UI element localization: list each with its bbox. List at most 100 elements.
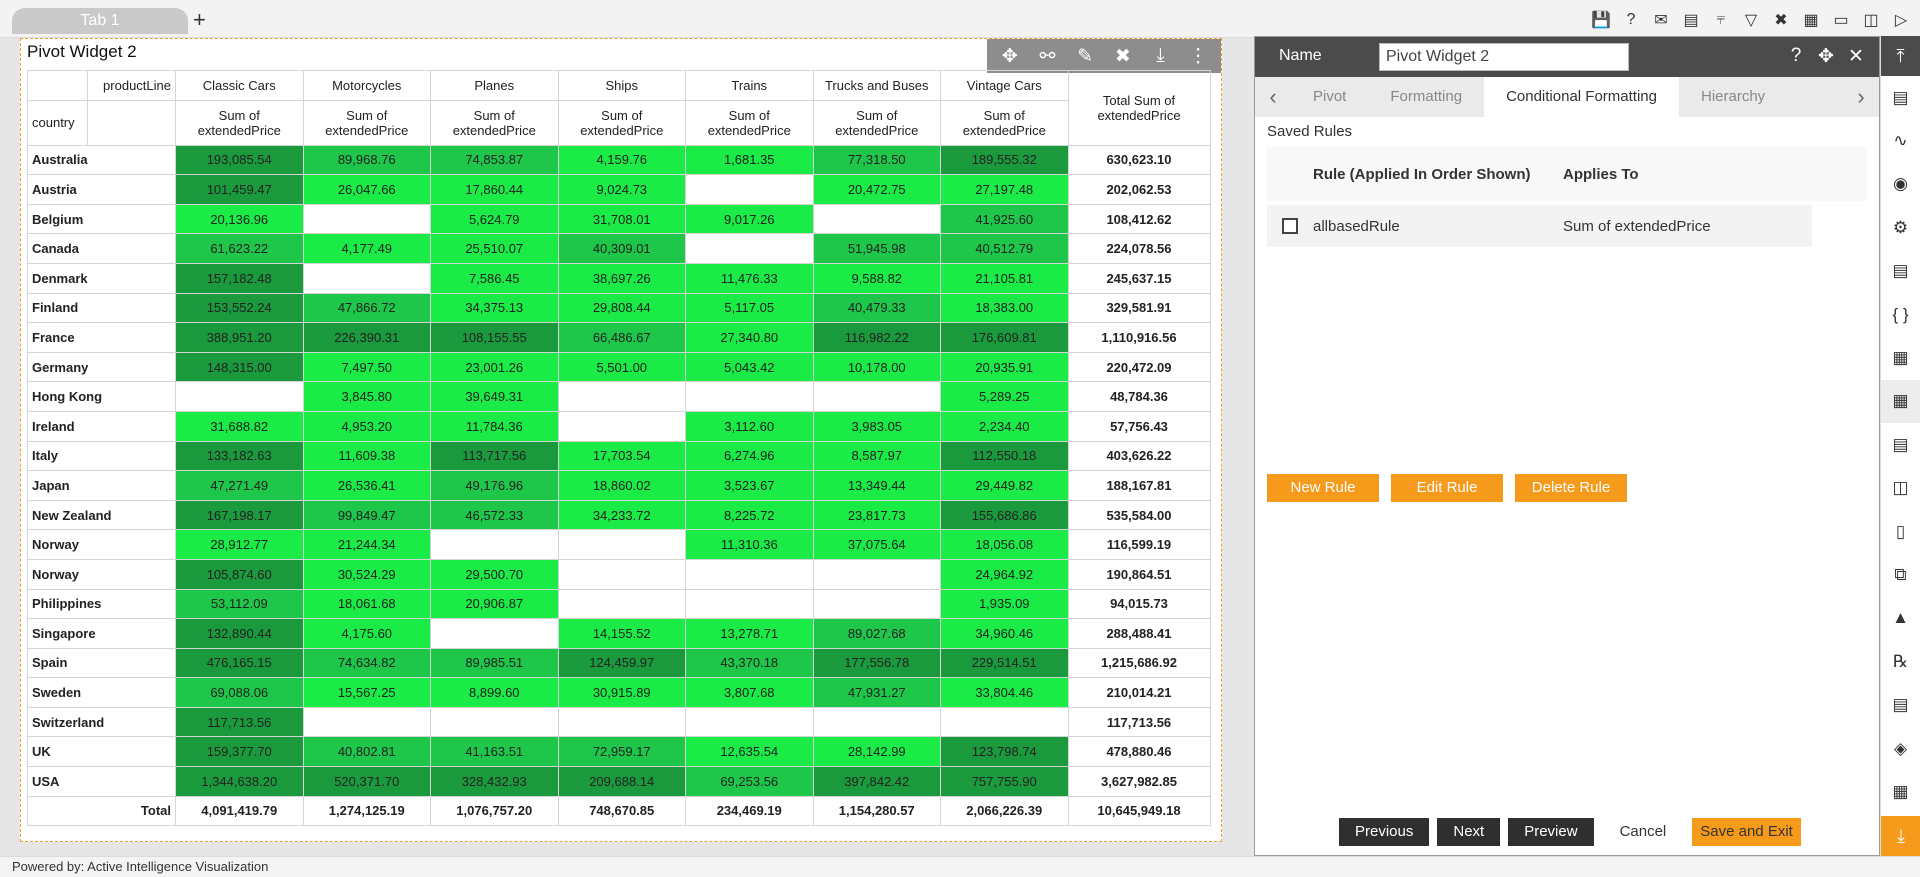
table-cell: 41,925.60 (940, 203, 1069, 235)
tab-hierarchy[interactable]: Hierarchy (1700, 88, 1766, 105)
link-icon[interactable]: ⚯ (1039, 45, 1056, 67)
download-icon[interactable]: ⤓ (1156, 45, 1165, 66)
cancel-button[interactable]: Cancel (1601, 818, 1685, 846)
row-total-cell: 94,015.73 (1067, 588, 1211, 620)
table-cell (812, 588, 941, 620)
add-tab-button[interactable]: + (193, 7, 206, 32)
table-cell: 11,609.38 (302, 440, 431, 472)
list-icon[interactable]: ▤ (1892, 87, 1909, 107)
table-cell: 176,609.81 (940, 322, 1069, 353)
row-header: Finland (27, 292, 176, 324)
row-header: Sweden (27, 677, 176, 708)
pivot-widget[interactable]: Pivot Widget 2 ✥ ⚯ ✎ ✖ ⤓ ⋮ productLine C… (20, 38, 1222, 842)
table-row: Norway 105,874.60 30,524.29 29,500.70 24,964… (27, 558, 1211, 590)
row-total-cell: 210,014.21 (1067, 677, 1211, 708)
screen-icon[interactable]: ▭ (1833, 12, 1849, 29)
measure-header: Sum of extendedPrice (302, 99, 431, 146)
rule-checkbox[interactable] (1282, 218, 1298, 234)
table-cell: 18,860.02 (557, 470, 686, 501)
edit-icon[interactable]: ✎ (1077, 45, 1094, 67)
applies-column-header: Applies To (1563, 165, 1639, 183)
row-header: Australia (27, 144, 176, 176)
report-icon[interactable]: ▤ (1892, 695, 1909, 715)
tab-1[interactable]: Tab 1 (12, 8, 188, 34)
edit-rule-button[interactable]: Edit Rule (1391, 474, 1503, 502)
save-and-exit-button[interactable]: Save and Exit (1692, 818, 1801, 846)
more-icon[interactable]: ⋮ (1188, 45, 1208, 67)
move-icon[interactable]: ✥ (1818, 46, 1834, 67)
clear-filter-icon[interactable]: ⫧ (1716, 11, 1726, 28)
column-field-label: productLine (87, 70, 176, 101)
tab-pivot[interactable]: Pivot (1313, 88, 1347, 105)
table-cell: 99,849.47 (302, 499, 431, 531)
column-header: Motorcycles (302, 70, 431, 101)
grand-total-cell: 2,066,226.39 (940, 795, 1069, 827)
table-cell: 26,536.41 (302, 470, 431, 501)
help-icon[interactable]: ? (1790, 45, 1802, 66)
doc-settings-icon[interactable]: ⚙ (1892, 217, 1909, 237)
collapse-down-icon[interactable]: ⤓ (1881, 816, 1920, 856)
layers-icon[interactable]: ◈ (1893, 738, 1908, 758)
play-icon[interactable]: ▷ (1894, 12, 1908, 29)
table-cell: 476,165.15 (175, 647, 304, 679)
pivot-icon[interactable]: ▦ (1881, 379, 1920, 424)
table-cell: 13,278.71 (685, 618, 814, 649)
grid-icon[interactable]: ▦ (1892, 781, 1909, 801)
close-icon[interactable]: ✕ (1848, 46, 1864, 67)
table-row: Australia 193,085.54 89,968.76 74,853.87 4,1… (27, 144, 1211, 176)
dashboard-canvas: Pivot Widget 2 ✥ ⚯ ✎ ✖ ⤓ ⋮ productLine C… (0, 38, 1256, 852)
table-cell: 5,289.25 (940, 381, 1069, 412)
settings-icon[interactable]: ✖ (1114, 45, 1131, 67)
tools-icon[interactable]: ✖ (1774, 12, 1788, 29)
table-cell: 33,804.46 (940, 677, 1069, 708)
tab-formatting[interactable]: Formatting (1390, 88, 1463, 105)
map-icon[interactable]: ◉ (1893, 174, 1908, 194)
name-input[interactable] (1379, 43, 1629, 71)
right-sidebar: ⤒ ▤ ∿ ◉ ⚙ ▤ { } ▦ ▦ ▤ ◫ ▯ ⧉ ▲ ℞ ▤ ◈ ▦ ⤓ (1880, 36, 1920, 856)
previous-button[interactable]: Previous (1339, 818, 1430, 846)
save-icon[interactable]: 💾 (1591, 12, 1611, 29)
delete-rule-button[interactable]: Delete Rule (1515, 474, 1627, 502)
rx-icon[interactable]: ℞ (1892, 651, 1909, 671)
copy-icon[interactable]: ⧉ (1894, 564, 1907, 584)
rule-name: allbasedRule (1313, 217, 1400, 235)
table-cell: 28,912.77 (175, 529, 304, 560)
table-cell: 23,817.73 (812, 499, 941, 531)
tabs-next-icon[interactable]: › (1857, 84, 1865, 109)
collapse-up-icon[interactable]: ⤒ (1881, 36, 1920, 76)
tabs-prev-icon[interactable]: ‹ (1269, 84, 1277, 109)
help-icon[interactable]: ? (1626, 11, 1636, 28)
total-header: Total Sum of extendedPrice (1067, 70, 1211, 146)
rule-row[interactable]: allbasedRule Sum of extendedPrice (1267, 205, 1812, 247)
cubes-icon[interactable]: ▲ (1892, 608, 1909, 628)
table-cell: 757,755.90 (940, 766, 1069, 797)
devices-icon[interactable]: ◫ (1863, 12, 1879, 29)
mail-icon[interactable]: ✉ (1654, 12, 1668, 29)
move-icon[interactable]: ✥ (1001, 45, 1018, 67)
next-button[interactable]: Next (1437, 818, 1501, 846)
table-icon[interactable]: ▦ (1803, 12, 1819, 29)
table-cell: 5,624.79 (430, 203, 559, 235)
image-icon[interactable]: ▦ (1892, 348, 1909, 368)
calculator-icon[interactable]: ▤ (1892, 434, 1909, 454)
bar-chart-icon[interactable]: ▯ (1895, 521, 1906, 541)
pivot-body: Australia 193,085.54 89,968.76 74,853.87 4,1… (27, 144, 1211, 827)
preview-button[interactable]: Preview (1508, 818, 1594, 846)
table-cell (557, 558, 686, 590)
table-cell: 26,047.66 (302, 174, 431, 205)
status-bar: Powered by: Active Intelligence Visualiz… (0, 856, 1920, 877)
new-rule-button[interactable]: New Rule (1267, 474, 1379, 502)
table-cell: 11,476.33 (685, 262, 814, 294)
table-cell: 157,182.48 (175, 262, 304, 294)
table-cell: 43,370.18 (685, 647, 814, 679)
chart-icon[interactable]: ∿ (1893, 131, 1908, 151)
comment-icon[interactable]: ▤ (1683, 12, 1699, 29)
filter-icon[interactable]: ▽ (1744, 12, 1758, 29)
table-cell: 40,802.81 (302, 736, 431, 768)
table-cell: 17,860.44 (430, 174, 559, 205)
table-cell: 116,982.22 (812, 322, 941, 353)
tab-conditional-formatting[interactable]: Conditional Formatting (1484, 77, 1679, 117)
hierarchy-icon[interactable]: ◫ (1892, 478, 1909, 498)
braces-icon[interactable]: { } (1892, 304, 1909, 324)
document-icon[interactable]: ▤ (1892, 261, 1909, 281)
